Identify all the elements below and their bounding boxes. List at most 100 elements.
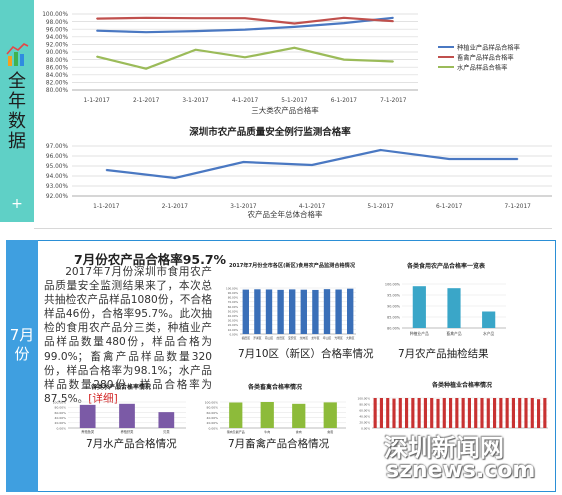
bar — [229, 402, 243, 428]
bar — [486, 398, 490, 428]
chart-title: 各类畜禽合格率情况 — [247, 383, 302, 391]
data-point — [392, 20, 394, 22]
data-point — [194, 30, 197, 32]
chart-title: 各类食用农产品合格率一览表 — [406, 262, 486, 270]
bar — [493, 398, 497, 428]
bar — [373, 398, 377, 428]
x-tick-label: 5-1-2017 — [367, 204, 394, 210]
aquatic-caption[interactable]: 7月水产品合格情况 — [86, 438, 177, 450]
data-point — [343, 59, 345, 61]
x-tick-label: 4-1-2017 — [299, 204, 326, 210]
y-tick-label: 60.00% — [228, 305, 239, 309]
bar — [405, 398, 409, 428]
y-tick-label: 88.00% — [46, 58, 69, 64]
bar — [430, 398, 434, 428]
y-tick-label: 100.00% — [226, 286, 238, 290]
y-tick-label: 98.00% — [46, 20, 69, 26]
category-label: 龙华区 — [311, 336, 320, 340]
livestock-caption[interactable]: 7月畜禽产品合格情况 — [228, 438, 330, 450]
x-axis-title: 三大类农产品合格率 — [251, 105, 319, 115]
bar — [242, 289, 249, 334]
y-tick-label: 60.00% — [359, 408, 370, 412]
data-point — [517, 158, 519, 160]
y-tick-label: 60.00% — [207, 411, 219, 415]
bar — [398, 398, 402, 428]
x-tick-label: 3-1-2017 — [230, 204, 257, 210]
data-point — [448, 158, 450, 160]
july-sidebar[interactable]: 7月份 — [6, 240, 38, 492]
expand-plus-icon[interactable]: + — [11, 196, 23, 212]
category-pass-rate-thumbnail[interactable]: 80.00% 85.00% 90.00% 95.00% 100.00% 种植业产品 畜禽产品… — [380, 256, 512, 342]
watermark-url: sznews.com — [386, 458, 536, 483]
bar — [119, 403, 135, 428]
planting-pass-rate-thumbnail[interactable]: 0.00% 20.00% 40.00% 60.00% 80.00% 100.00% 各类种植… — [356, 378, 552, 444]
annual-data-label: 全年数据 — [8, 71, 26, 152]
livestock-pass-rate-thumbnail[interactable]: 0.00%20.00%40.00%60.00%80.00% 100.00% 猪肉及副… — [200, 380, 350, 440]
bar — [423, 398, 427, 428]
article-title[interactable]: 7月份农产品合格率95.7% — [74, 252, 227, 267]
x-tick-label: 1-1-2017 — [84, 98, 111, 104]
overall-pass-rate-chart: 92.00% 93.00% 94.00% 95.00% 96.00% 97.00% 1-1-… — [46, 126, 552, 219]
bar — [79, 404, 96, 428]
bar — [455, 398, 459, 428]
data-point — [194, 49, 197, 51]
data-point — [145, 17, 147, 19]
bar — [417, 398, 421, 428]
legend-label: 种植业产品样品合格率 — [457, 43, 520, 52]
data-point — [96, 17, 98, 20]
y-tick-label: 96.00% — [46, 154, 69, 160]
data-point — [194, 17, 197, 19]
category-caption[interactable]: 7月农产品抽检结果 — [398, 348, 489, 360]
x-tick-label: 6-1-2017 — [436, 204, 463, 210]
data-point — [392, 17, 394, 19]
category-label: 养殖虾类 — [121, 429, 135, 434]
y-tick-label: 100.00% — [385, 282, 401, 286]
data-point — [244, 17, 246, 19]
data-point — [96, 30, 98, 32]
category-label: 畜禽产品 — [446, 331, 461, 336]
bar — [505, 398, 509, 428]
district-pass-rate-thumbnail[interactable]: 0.00%10.00%20.00%30.00%40.00%50.00%60.00… — [222, 256, 358, 342]
series-line-2 — [96, 46, 394, 70]
aquatic-pass-rate-thumbnail[interactable]: 0.00%20.00%40.00%60.00%80.00% 100.00% 养殖鱼类… — [46, 380, 196, 440]
x-tick-label: 1-1-2017 — [93, 204, 120, 210]
y-tick-label: 100.00% — [53, 400, 66, 404]
bar — [254, 289, 261, 334]
category-label: 养殖鱼类 — [81, 429, 95, 434]
bar — [467, 398, 471, 428]
y-tick-label: 0.00% — [56, 426, 66, 430]
y-tick-label: 100.00% — [205, 400, 218, 404]
y-tick-label: 50.00% — [228, 309, 239, 313]
bar — [524, 398, 528, 428]
bar — [530, 398, 534, 428]
category-label: 坪山区 — [323, 336, 332, 340]
x-tick-label: 2-1-2017 — [133, 98, 160, 104]
annual-data-sidebar[interactable]: 全年数据 + — [0, 0, 34, 222]
article-body: 2017年7月份深圳市食用农产品质量安全监测结果来了，本次总共抽检农产品样品10… — [44, 265, 212, 406]
data-point — [392, 60, 394, 63]
y-tick-label: 80.00% — [55, 406, 67, 410]
bar — [436, 398, 440, 428]
bar — [260, 402, 274, 428]
data-point — [244, 28, 246, 31]
bar — [347, 288, 354, 334]
x-axis-title: 农产品全年总体合格率 — [248, 209, 323, 219]
y-tick-label: 90.00% — [387, 304, 401, 308]
bar — [442, 398, 446, 428]
category-label: 龙岗区 — [300, 336, 309, 340]
data-point — [343, 17, 345, 19]
y-tick-label: 70.00% — [228, 300, 239, 304]
category-label: 水产品 — [483, 331, 495, 336]
bar — [292, 403, 306, 428]
y-tick-label: 60.00% — [55, 411, 67, 415]
district-caption[interactable]: 7月10区（新区）合格率情况 — [238, 348, 374, 360]
legend-label: 水产品样品合格率 — [457, 63, 507, 72]
y-tick-label: 86.00% — [46, 65, 69, 71]
category-label: 猪肉及副产品 — [227, 429, 245, 434]
y-tick-label: 90.00% — [46, 50, 69, 56]
bar — [482, 311, 496, 328]
y-tick-label: 20.00% — [55, 421, 67, 425]
july-label: 7月份 — [9, 326, 35, 363]
bar — [323, 289, 331, 334]
chart-title: 2017年7月份全市各区(新区)食用农产品监测合格情况 — [229, 262, 355, 269]
